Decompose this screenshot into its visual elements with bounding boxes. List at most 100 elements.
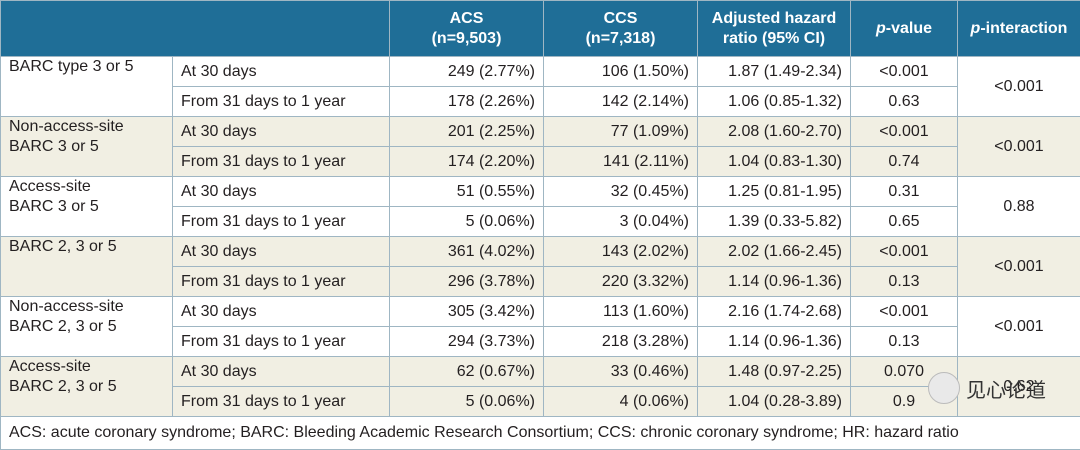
p-value-cell: <0.001 <box>851 57 958 87</box>
header-blank <box>1 1 390 57</box>
outcome-label-line2: BARC 2, 3 or 5 <box>9 317 164 337</box>
p-interaction-cell: <0.001 <box>958 237 1080 297</box>
acs-cell: 5 (0.06%) <box>390 387 544 417</box>
period-cell: From 31 days to 1 year <box>173 147 390 177</box>
acs-cell: 174 (2.20%) <box>390 147 544 177</box>
p-interaction-cell: <0.001 <box>958 117 1080 177</box>
period-cell: From 31 days to 1 year <box>173 327 390 357</box>
acs-cell: 305 (3.42%) <box>390 297 544 327</box>
outcome-label: Access-site <box>9 357 164 377</box>
ccs-cell: 4 (0.06%) <box>544 387 698 417</box>
p-value-cell: 0.13 <box>851 267 958 297</box>
hazard-ratio-cell: 1.48 (0.97-2.25) <box>698 357 851 387</box>
ccs-cell: 106 (1.50%) <box>544 57 698 87</box>
hazard-ratio-cell: 1.06 (0.85-1.32) <box>698 87 851 117</box>
outcome-label: Non-access-site <box>9 117 164 137</box>
ccs-cell: 220 (3.32%) <box>544 267 698 297</box>
ccs-cell: 33 (0.46%) <box>544 357 698 387</box>
ccs-cell: 141 (2.11%) <box>544 147 698 177</box>
ccs-cell: 3 (0.04%) <box>544 207 698 237</box>
wechat-logo-icon <box>928 372 960 404</box>
acs-cell: 201 (2.25%) <box>390 117 544 147</box>
p-value-cell: 0.31 <box>851 177 958 207</box>
hazard-ratio-cell: 1.14 (0.96-1.36) <box>698 267 851 297</box>
p-value-cell: <0.001 <box>851 117 958 147</box>
p-value-cell: <0.001 <box>851 297 958 327</box>
p-value-cell: 0.65 <box>851 207 958 237</box>
outcome-label-line2: BARC 3 or 5 <box>9 137 164 157</box>
acs-cell: 178 (2.26%) <box>390 87 544 117</box>
header-p-interaction: p-interaction <box>958 1 1080 57</box>
watermark-text: 见心论道 <box>966 374 1046 403</box>
period-cell: At 30 days <box>173 237 390 267</box>
ccs-cell: 218 (3.28%) <box>544 327 698 357</box>
outcome-label: BARC 2, 3 or 5 <box>9 237 164 257</box>
period-cell: From 31 days to 1 year <box>173 387 390 417</box>
header-ccs: CCS (n=7,318) <box>544 1 698 57</box>
period-cell: At 30 days <box>173 117 390 147</box>
hazard-ratio-cell: 1.87 (1.49-2.34) <box>698 57 851 87</box>
period-cell: At 30 days <box>173 357 390 387</box>
hazard-ratio-cell: 2.08 (1.60-2.70) <box>698 117 851 147</box>
p-interaction-cell: <0.001 <box>958 57 1080 117</box>
acs-cell: 249 (2.77%) <box>390 57 544 87</box>
hazard-ratio-cell: 1.04 (0.28-3.89) <box>698 387 851 417</box>
acs-cell: 51 (0.55%) <box>390 177 544 207</box>
acs-cell: 5 (0.06%) <box>390 207 544 237</box>
ccs-cell: 143 (2.02%) <box>544 237 698 267</box>
p-value-cell: 0.13 <box>851 327 958 357</box>
header-hazard-ratio: Adjusted hazard ratio (95% CI) <box>698 1 851 57</box>
p-interaction-cell: 0.88 <box>958 177 1080 237</box>
p-interaction-cell: <0.001 <box>958 297 1080 357</box>
hazard-ratio-cell: 1.04 (0.83-1.30) <box>698 147 851 177</box>
period-cell: At 30 days <box>173 297 390 327</box>
outcome-cell: BARC 2, 3 or 5 <box>1 237 173 297</box>
period-cell: From 31 days to 1 year <box>173 87 390 117</box>
acs-cell: 361 (4.02%) <box>390 237 544 267</box>
period-cell: From 31 days to 1 year <box>173 267 390 297</box>
acs-cell: 296 (3.78%) <box>390 267 544 297</box>
period-cell: At 30 days <box>173 57 390 87</box>
period-cell: From 31 days to 1 year <box>173 207 390 237</box>
outcome-label: Access-site <box>9 177 164 197</box>
p-value-cell: 0.74 <box>851 147 958 177</box>
ccs-cell: 142 (2.14%) <box>544 87 698 117</box>
outcome-cell: BARC type 3 or 5 <box>1 57 173 117</box>
outcome-label: Non-access-site <box>9 297 164 317</box>
ccs-cell: 113 (1.60%) <box>544 297 698 327</box>
header-acs: ACS (n=9,503) <box>390 1 544 57</box>
acs-cell: 62 (0.67%) <box>390 357 544 387</box>
period-cell: At 30 days <box>173 177 390 207</box>
hazard-ratio-cell: 1.14 (0.96-1.36) <box>698 327 851 357</box>
header-p-value: p-value <box>851 1 958 57</box>
hazard-ratio-cell: 2.02 (1.66-2.45) <box>698 237 851 267</box>
p-value-cell: <0.001 <box>851 237 958 267</box>
hazard-ratio-cell: 1.25 (0.81-1.95) <box>698 177 851 207</box>
ccs-cell: 32 (0.45%) <box>544 177 698 207</box>
table-footnote: ACS: acute coronary syndrome; BARC: Blee… <box>1 417 1080 450</box>
footer-row: ACS: acute coronary syndrome; BARC: Blee… <box>1 417 1080 450</box>
header-row: ACS (n=9,503) CCS (n=7,318) Adjusted haz… <box>1 1 1080 57</box>
outcome-label: BARC type 3 or 5 <box>9 57 164 77</box>
hazard-ratio-cell: 2.16 (1.74-2.68) <box>698 297 851 327</box>
outcome-label-line2: BARC 3 or 5 <box>9 197 164 217</box>
outcome-label-line2: BARC 2, 3 or 5 <box>9 377 164 397</box>
watermark: 见心论道 <box>928 372 1046 404</box>
ccs-cell: 77 (1.09%) <box>544 117 698 147</box>
hazard-ratio-cell: 1.39 (0.33-5.82) <box>698 207 851 237</box>
acs-cell: 294 (3.73%) <box>390 327 544 357</box>
p-value-cell: 0.63 <box>851 87 958 117</box>
